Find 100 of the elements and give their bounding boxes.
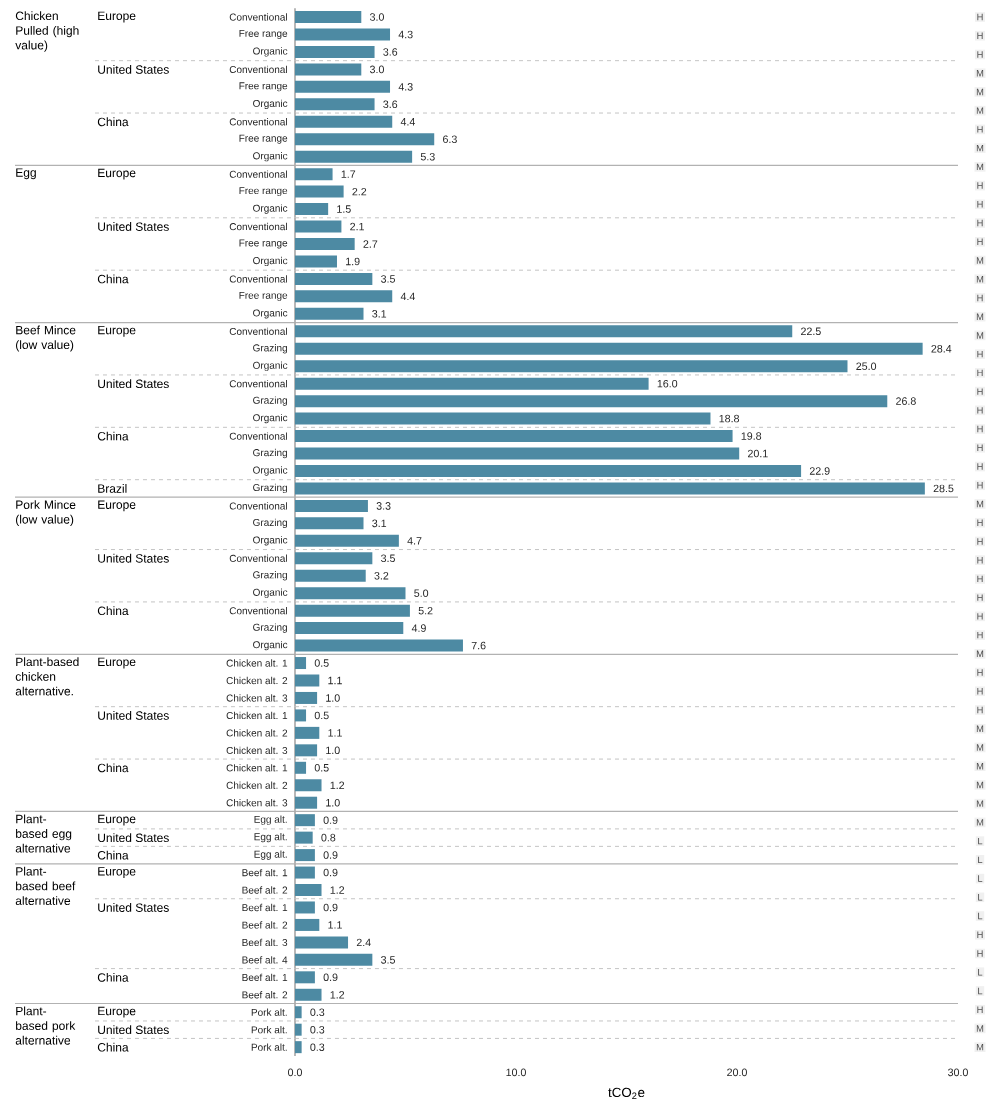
data-label: 4.4 — [400, 292, 416, 301]
text: Plant-based pork alternative — [15, 1006, 76, 1045]
text: M — [976, 1043, 984, 1051]
text: M — [976, 276, 984, 283]
data-label: 20.1 — [748, 449, 768, 458]
y-tick-label: Organic — [253, 413, 288, 424]
y-tick-label: Free range — [239, 291, 288, 301]
y-tick-label: Grazing — [253, 483, 287, 494]
data-label: 16.0 — [657, 379, 678, 388]
data-label: 1.2 — [330, 886, 345, 894]
y-tick-label: Organic — [253, 99, 288, 109]
x-axis-title: tCO$_{2}$e — [608, 1087, 645, 1099]
data-label: 22.9 — [809, 467, 830, 475]
y-tick-label: Beef alt. 1 — [242, 868, 288, 877]
data-label: 4.3 — [398, 83, 413, 91]
text: H — [977, 631, 983, 639]
data-label: 1.0 — [326, 694, 340, 702]
data-label: 2.4 — [356, 938, 371, 947]
y-tick-label: Chicken alt. 3 — [226, 746, 288, 755]
y-tick-label: Grazing — [253, 623, 287, 633]
data-label: 18.8 — [719, 414, 740, 423]
y-tick-label: Conventional — [229, 170, 287, 178]
text: H — [977, 219, 983, 227]
y-tick-label: Conventional — [229, 118, 287, 126]
y-axis-title: Europe — [98, 168, 136, 180]
y-tick-label: Beef alt. 2 — [242, 921, 288, 929]
data-label: 26.8 — [896, 397, 916, 405]
text: M — [976, 500, 984, 508]
y-axis-title: Europe — [98, 657, 136, 669]
x-tick-label: 30.0 — [948, 1068, 968, 1077]
y-tick-label: Pork alt. — [251, 1043, 287, 1051]
text: H — [977, 350, 983, 358]
y-tick-label: Organic — [253, 536, 288, 546]
data-label: 4.4 — [400, 118, 416, 126]
text: Egg — [16, 168, 36, 180]
y-tick-label: Chicken alt. 3 — [226, 694, 288, 702]
y-axis-title: China — [97, 850, 129, 860]
data-label: 28.5 — [933, 484, 954, 493]
bar — [295, 918, 320, 931]
y-axis-title: United States — [98, 711, 169, 720]
data-label: 1.1 — [328, 676, 342, 685]
data-label: 1.7 — [341, 170, 356, 178]
y-tick-label: Free range — [239, 187, 288, 197]
y-tick-label: Conventional — [229, 432, 287, 440]
text: Beef Mince (low value) — [16, 325, 76, 352]
y-tick-label: Free range — [239, 29, 288, 39]
text: H — [977, 688, 983, 695]
text: M — [976, 257, 984, 264]
text: Pork Mince (low value) — [16, 500, 76, 527]
y-tick-label: Egg alt. — [254, 832, 287, 843]
data-label: 25.0 — [856, 362, 877, 370]
data-label: 1.5 — [337, 205, 351, 213]
data-label: 3.3 — [376, 502, 391, 510]
data-label: 5.3 — [420, 152, 435, 161]
data-label: 4.9 — [411, 624, 426, 632]
data-label: 3.6 — [383, 48, 398, 56]
y-tick-label: Organic — [253, 361, 288, 371]
y-axis-title: Europe — [98, 325, 136, 337]
data-label: 1.1 — [328, 729, 342, 737]
text: H — [977, 463, 983, 470]
data-label: 3.0 — [369, 13, 384, 21]
data-label: 4.3 — [398, 30, 413, 39]
text: H — [977, 425, 983, 433]
y-axis-title: China — [97, 1042, 129, 1052]
y-tick-label: Chicken alt. 1 — [226, 764, 288, 772]
y-axis-title: Europe — [98, 867, 136, 878]
text: M — [976, 69, 984, 77]
text: Plant-based chicken alternative. — [15, 657, 79, 696]
data-label: 3.5 — [381, 956, 395, 964]
data-label: 1.2 — [330, 781, 345, 789]
y-tick-label: Grazing — [253, 518, 287, 529]
y-tick-label: Organic — [253, 204, 288, 214]
text: L — [978, 912, 983, 920]
y-axis-title: Europe — [98, 1006, 136, 1018]
data-label: 0.3 — [310, 1043, 325, 1051]
y-tick-label: Beef alt. 3 — [242, 938, 288, 947]
y-tick-label: Conventional — [229, 380, 287, 388]
data-label: 0.8 — [321, 833, 336, 842]
text: M — [976, 763, 984, 770]
text: Chicken Pulled (high value) — [15, 11, 79, 52]
text: H — [977, 238, 983, 245]
data-label: 0.9 — [323, 851, 338, 859]
text: H — [977, 556, 983, 564]
text: M — [976, 650, 984, 658]
data-label: 0.5 — [314, 764, 329, 772]
y-tick-label: Beef alt. 2 — [242, 886, 288, 894]
text: M — [976, 313, 984, 320]
x-tick-label: 0.0 — [288, 1068, 302, 1077]
text: H — [977, 613, 983, 620]
y-tick-label: Conventional — [229, 65, 287, 74]
y-tick-label: Pork alt. — [251, 1026, 287, 1034]
data-label: 3.6 — [383, 100, 398, 109]
text: L — [978, 875, 983, 882]
y-tick-label: Beef alt. 4 — [242, 956, 288, 964]
data-label: 0.9 — [323, 903, 338, 912]
y-axis-title: China — [97, 606, 129, 616]
data-label: 2.7 — [363, 240, 378, 248]
text: L — [978, 987, 983, 995]
y-tick-label: Beef alt. 2 — [242, 991, 288, 999]
text: M — [976, 725, 984, 732]
